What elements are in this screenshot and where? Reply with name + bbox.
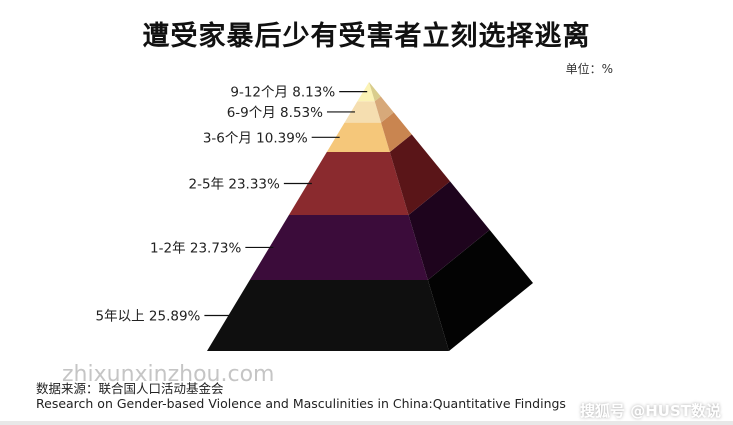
pyramid-layer-front-1 — [249, 214, 428, 280]
layer-label-1: 1-2年 23.73% — [150, 240, 241, 256]
pyramid-layer-front-3 — [326, 122, 390, 153]
pyramid-layer-side-0 — [427, 229, 533, 351]
pyramid-layer-side-1 — [408, 181, 490, 280]
layer-label-4: 6-9个月 8.53% — [227, 105, 323, 121]
layer-label-5: 9-12个月 8.13% — [230, 85, 335, 101]
chart-title: 遭受家暴后少有受害者立刻选择逃离 — [142, 21, 591, 52]
pyramid-layer-side-3 — [381, 112, 412, 153]
pyramid-layer-side-5 — [369, 82, 381, 102]
layer-label-0: 5年以上 25.89% — [96, 308, 201, 324]
pyramid-layer-front-2 — [288, 152, 409, 215]
source-line-zh: 数据来源：联合国人口活动基金会 — [36, 381, 224, 396]
layer-label-3: 3-6个月 10.39% — [203, 130, 308, 146]
watermark-text: zhixunxinzhou.com — [62, 362, 275, 387]
pyramid-layer-side-4 — [374, 96, 394, 123]
pyramid-layer-front-4 — [344, 101, 382, 123]
source-line-en: Research on Gender-based Violence and Ma… — [36, 396, 566, 411]
layer-label-2: 2-5年 23.33% — [189, 177, 280, 193]
bottom-divider — [0, 421, 733, 425]
pyramid-layer-side-2 — [389, 134, 451, 215]
brand-watermark: 搜狐号 @HUST数说 — [580, 402, 721, 420]
pyramid-layer-front-0 — [207, 279, 449, 351]
unit-label: 单位：% — [565, 62, 613, 76]
